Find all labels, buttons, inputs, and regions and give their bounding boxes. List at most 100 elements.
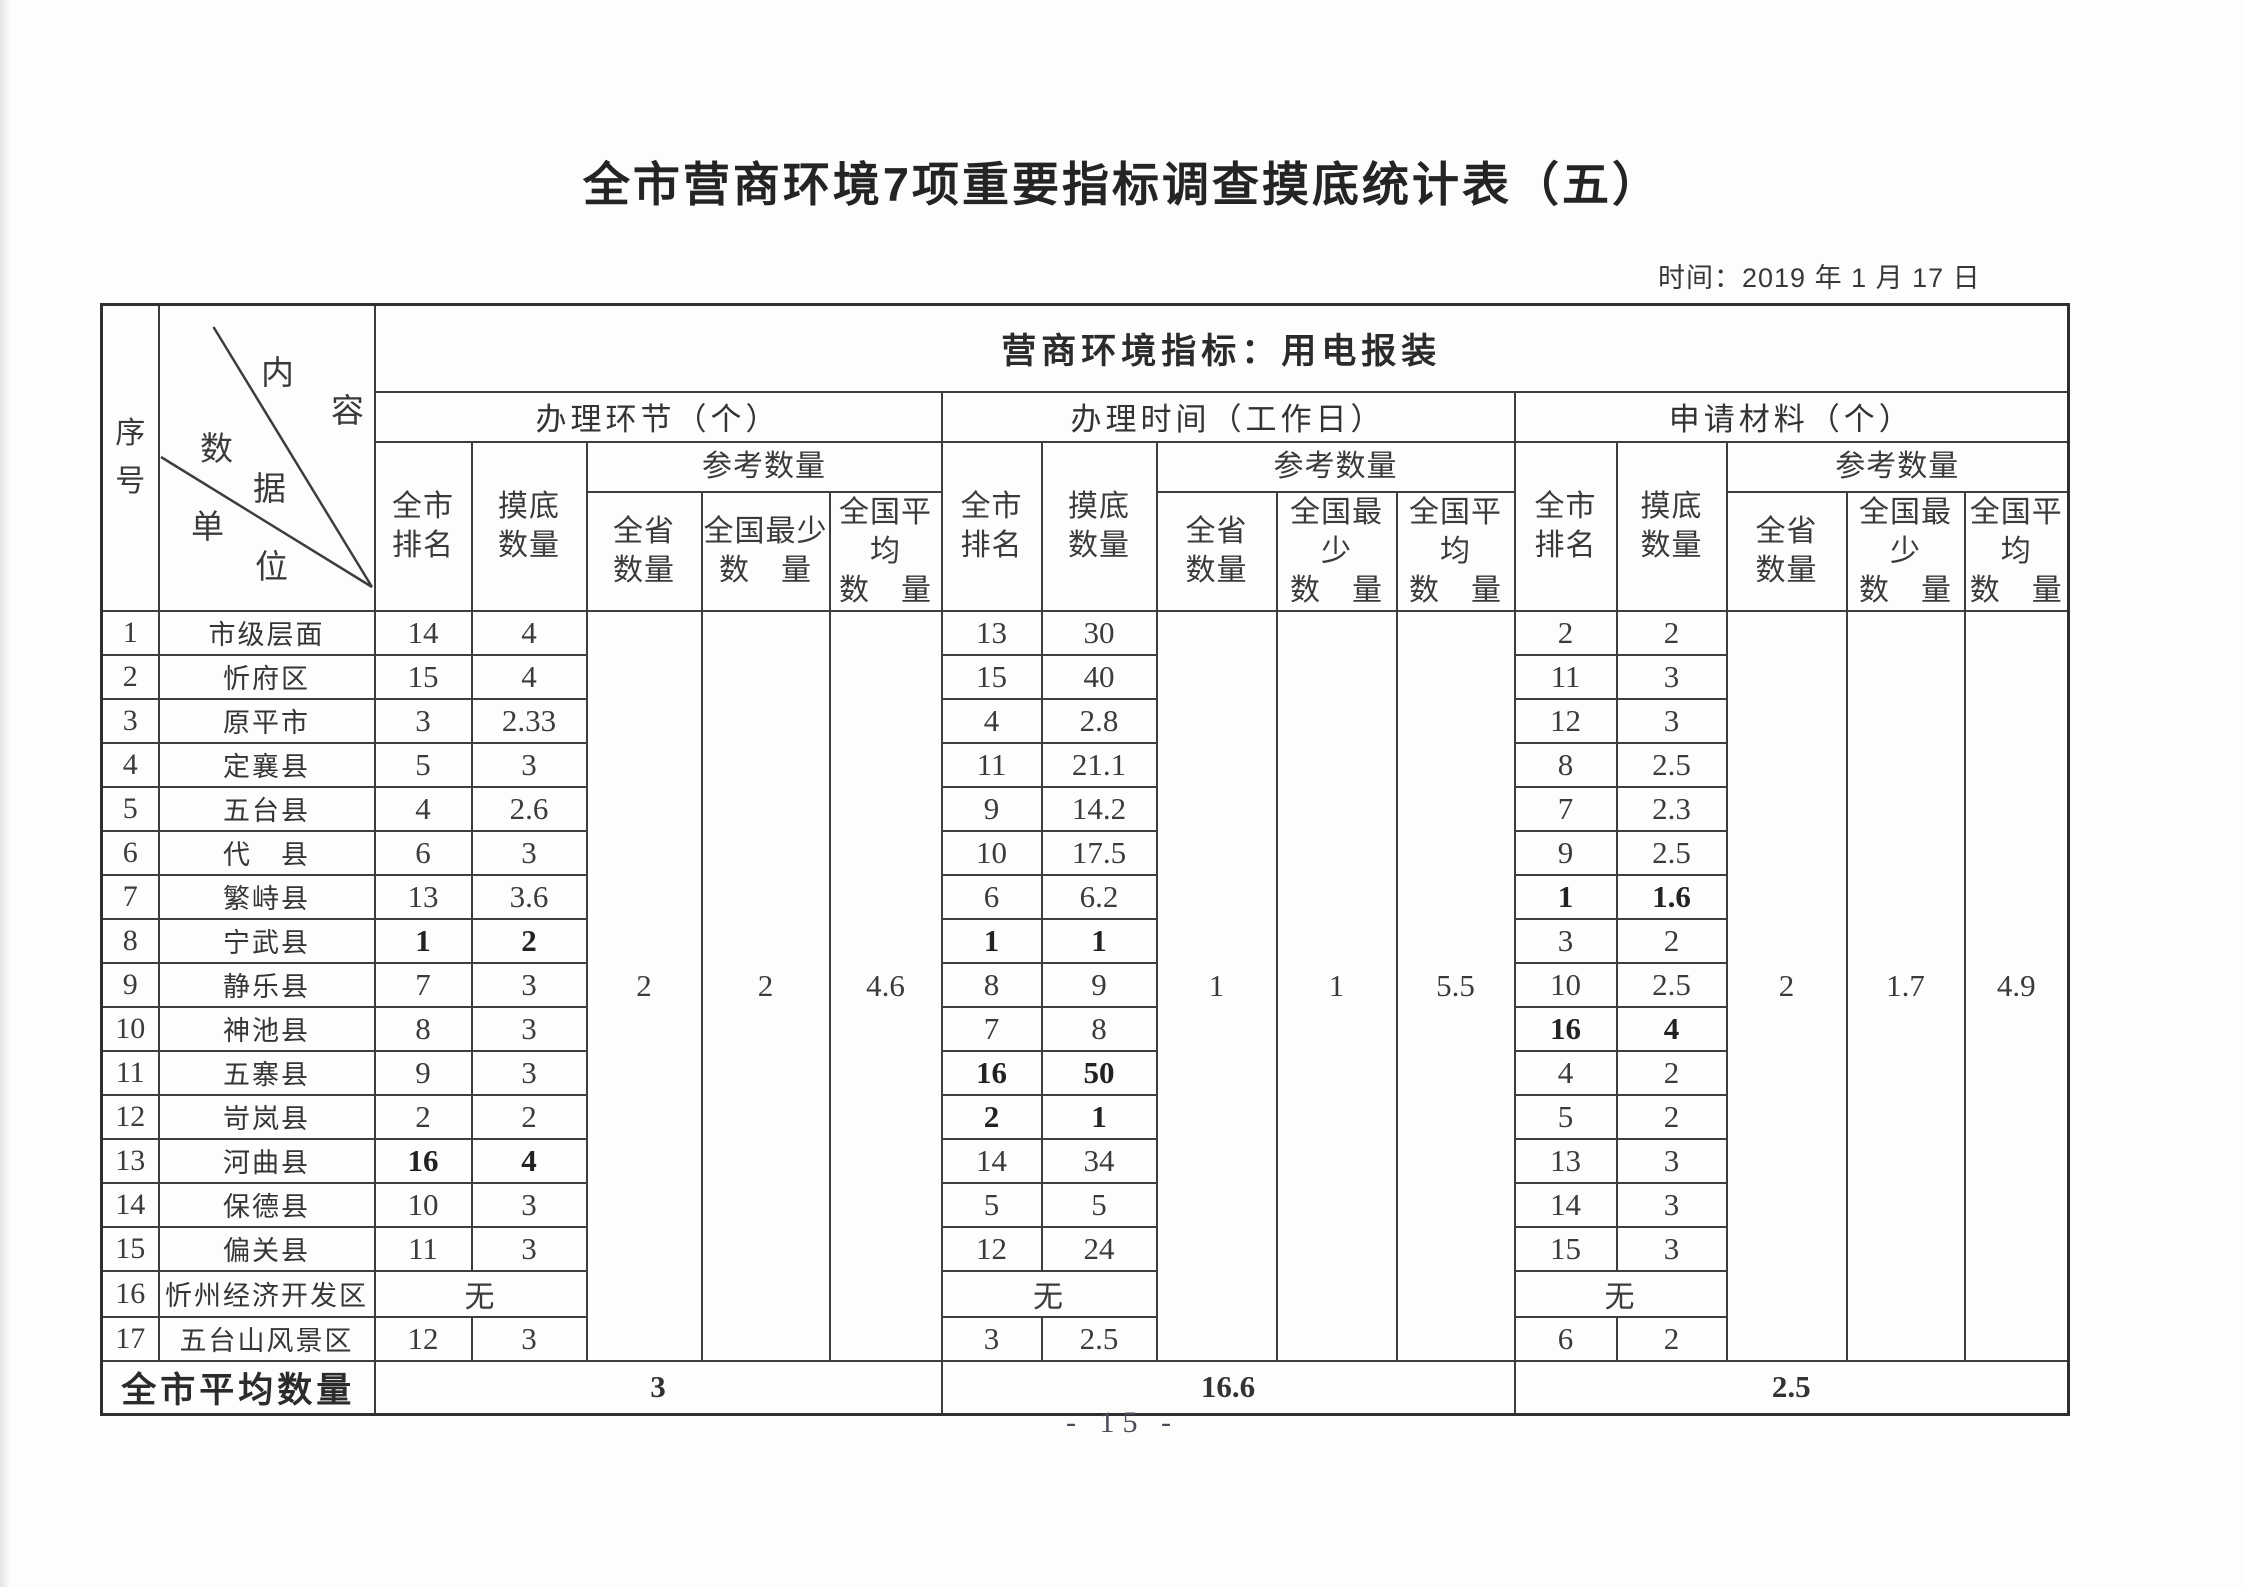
g2-rank-cell: 15 bbox=[940, 653, 1043, 700]
g3-rank-cell: 3 bbox=[1513, 917, 1618, 964]
g1-rank-cell: 1 bbox=[373, 917, 473, 964]
g2-rank-cell: 12 bbox=[940, 1225, 1043, 1272]
unit-cell: 忻州经济开发区 bbox=[157, 1269, 376, 1318]
diagonal-split: 内 容 数 据 单 位 bbox=[160, 326, 373, 589]
g2-rank-cell: 7 bbox=[940, 1005, 1043, 1052]
footer-row: 全市平均数量 3 16.6 2.5 bbox=[100, 1359, 2070, 1415]
table-row: 8 宁武县 1 2 1 1 3 2 bbox=[100, 917, 2069, 964]
unit-cell: 忻府区 bbox=[157, 653, 376, 700]
unit-cell: 河曲县 bbox=[157, 1137, 376, 1184]
g3-qty-cell: 3 bbox=[1615, 1137, 1728, 1184]
g2-qty-cell: 30 bbox=[1040, 609, 1158, 656]
g1-rank-cell: 10 bbox=[373, 1181, 473, 1228]
g2-none-cell: 无 bbox=[940, 1269, 1158, 1318]
g3-none-cell: 无 bbox=[1513, 1269, 1728, 1318]
serial-cell: 14 bbox=[100, 1181, 160, 1228]
page-number: - 15 - bbox=[1066, 1406, 1179, 1439]
g2-qty-cell: 1 bbox=[1040, 917, 1158, 964]
scan-edge-shadow bbox=[0, 0, 10, 1587]
g3-national-avg-ref-cell: 4.9 bbox=[1963, 609, 2070, 1362]
g3-rank-cell: 6 bbox=[1513, 1315, 1618, 1362]
g3-rank-cell: 1 bbox=[1513, 873, 1618, 920]
corner-diagonal-cell: 内 容 数 据 单 位 bbox=[157, 303, 376, 612]
table-row: 5 五台县 4 2.6 9 14.2 7 2.3 bbox=[100, 785, 2069, 832]
table-row: 2 忻府区 15 4 15 40 11 3 bbox=[100, 653, 2069, 700]
table-row: 12 岢岚县 2 2 2 1 5 2 bbox=[100, 1093, 2069, 1140]
g3-rank-cell: 2 bbox=[1513, 609, 1618, 656]
g1-rank-cell: 3 bbox=[373, 697, 473, 744]
g3-rank-cell: 15 bbox=[1513, 1225, 1618, 1272]
serial-cell: 1 bbox=[100, 609, 160, 656]
serial-cell: 8 bbox=[100, 917, 160, 964]
table-row: 11 五寨县 9 3 16 50 4 2 bbox=[100, 1049, 2069, 1096]
col-header-g1-qty: 摸底 数量 bbox=[470, 440, 588, 612]
g2-rank-cell: 5 bbox=[940, 1181, 1043, 1228]
g2-rank-cell: 14 bbox=[940, 1137, 1043, 1184]
serial-cell: 12 bbox=[100, 1093, 160, 1140]
col-header-g2-rank: 全市 排名 bbox=[940, 440, 1043, 612]
col-header-g3-qty: 摸底 数量 bbox=[1615, 440, 1728, 612]
unit-cell: 市级层面 bbox=[157, 609, 376, 656]
col-header-g1-national-min: 全国最少 数 量 bbox=[700, 490, 831, 612]
g3-qty-cell: 3 bbox=[1615, 697, 1728, 744]
serial-cell: 7 bbox=[100, 873, 160, 920]
table-row: 3 原平市 3 2.33 4 2.8 12 3 bbox=[100, 697, 2069, 744]
g2-qty-cell: 6.2 bbox=[1040, 873, 1158, 920]
g3-rank-cell: 12 bbox=[1513, 697, 1618, 744]
corner-serial-cell: 序号 bbox=[100, 303, 160, 612]
g1-rank-cell: 15 bbox=[373, 653, 473, 700]
g1-qty-cell: 2.6 bbox=[470, 785, 588, 832]
table-row: 4 定襄县 5 3 11 21.1 8 2.5 bbox=[100, 741, 2069, 788]
g2-qty-cell: 40 bbox=[1040, 653, 1158, 700]
g2-rank-cell: 2 bbox=[940, 1093, 1043, 1140]
g1-qty-cell: 3 bbox=[470, 961, 588, 1008]
serial-cell: 5 bbox=[100, 785, 160, 832]
g1-rank-cell: 12 bbox=[373, 1315, 473, 1362]
unit-cell: 繁峙县 bbox=[157, 873, 376, 920]
g2-qty-cell: 17.5 bbox=[1040, 829, 1158, 876]
g1-qty-cell: 4 bbox=[470, 1137, 588, 1184]
g1-rank-cell: 6 bbox=[373, 829, 473, 876]
serial-cell: 10 bbox=[100, 1005, 160, 1052]
table-row: 13 河曲县 16 4 14 34 13 3 bbox=[100, 1137, 2069, 1184]
serial-cell: 15 bbox=[100, 1225, 160, 1272]
g2-rank-cell: 16 bbox=[940, 1049, 1043, 1096]
diag-label-unit-2: 位 bbox=[255, 548, 288, 586]
g3-qty-cell: 2 bbox=[1615, 1049, 1728, 1096]
g1-qty-cell: 3 bbox=[470, 741, 588, 788]
g2-rank-cell: 11 bbox=[940, 741, 1043, 788]
table-row: 17 五台山风景区 12 3 3 2.5 6 2 bbox=[100, 1315, 2069, 1362]
g3-average-cell: 2.5 bbox=[1513, 1359, 2070, 1415]
g1-qty-cell: 2 bbox=[470, 917, 588, 964]
serial-cell: 3 bbox=[100, 697, 160, 744]
g3-qty-cell: 2 bbox=[1615, 609, 1728, 656]
col-header-g2-qty: 摸底 数量 bbox=[1040, 440, 1158, 612]
col-header-g1-rank: 全市 排名 bbox=[373, 440, 473, 612]
g3-qty-cell: 3 bbox=[1615, 653, 1728, 700]
serial-cell: 11 bbox=[100, 1049, 160, 1096]
g1-rank-cell: 14 bbox=[373, 609, 473, 656]
g2-rank-cell: 13 bbox=[940, 609, 1043, 656]
col-header-g1-reference: 参考数量 bbox=[585, 440, 943, 493]
serial-cell: 9 bbox=[100, 961, 160, 1008]
col-header-g2-province: 全省 数量 bbox=[1155, 490, 1278, 612]
diagonal-lines bbox=[160, 326, 373, 589]
g1-qty-cell: 3 bbox=[470, 1049, 588, 1096]
g1-rank-cell: 2 bbox=[373, 1093, 473, 1140]
g1-qty-cell: 3 bbox=[470, 1181, 588, 1228]
g3-rank-cell: 7 bbox=[1513, 785, 1618, 832]
unit-cell: 原平市 bbox=[157, 697, 376, 744]
g3-rank-cell: 13 bbox=[1513, 1137, 1618, 1184]
g1-province-ref-cell: 2 bbox=[585, 609, 703, 1362]
serial-cell: 4 bbox=[100, 741, 160, 788]
g3-qty-cell: 2 bbox=[1615, 917, 1728, 964]
g3-rank-cell: 8 bbox=[1513, 741, 1618, 788]
g3-rank-cell: 5 bbox=[1513, 1093, 1618, 1140]
g1-rank-cell: 9 bbox=[373, 1049, 473, 1096]
g3-qty-cell: 1.6 bbox=[1615, 873, 1728, 920]
unit-cell: 定襄县 bbox=[157, 741, 376, 788]
g3-qty-cell: 4 bbox=[1615, 1005, 1728, 1052]
g2-national-min-ref-cell: 1 bbox=[1275, 609, 1398, 1362]
header-row-groups: 办理环节（个） 办理时间（工作日） 申请材料（个） bbox=[102, 390, 2070, 443]
g3-qty-cell: 2 bbox=[1615, 1093, 1728, 1140]
